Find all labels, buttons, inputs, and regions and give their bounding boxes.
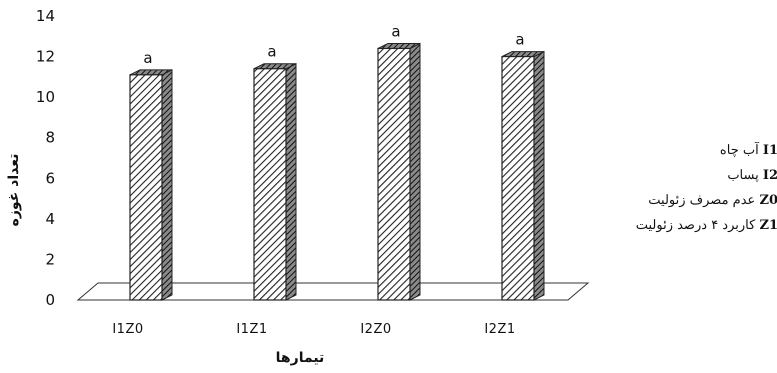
bar-side xyxy=(409,42,421,301)
y-axis-title: تعداد غوزه xyxy=(6,154,22,227)
y-tick-label: 8 xyxy=(45,129,55,147)
bar-side xyxy=(161,69,173,301)
legend-text: کاربرد ۴ درصد زئولیت xyxy=(635,218,760,233)
x-tick-label: I2Z0 xyxy=(360,322,391,337)
legend-code: I2 xyxy=(762,168,777,183)
legend-item: I1 آب چاه xyxy=(588,138,777,163)
legend-text: پساب xyxy=(727,168,763,183)
legend-text: عدم مصرف زئولیت xyxy=(648,193,760,208)
bar xyxy=(129,74,163,301)
legend: I1 آب چاه I2 پساب Z0 عدم مصرف زئولیت Z1 کار… xyxy=(588,138,777,238)
bar xyxy=(501,55,535,301)
y-tick-label: 0 xyxy=(45,291,55,309)
significance-letter: a xyxy=(391,22,400,40)
y-axis-ticks: 0 2 4 6 8 10 12 14 xyxy=(36,7,55,309)
bar xyxy=(377,47,411,301)
bars xyxy=(129,42,545,301)
x-tick-label: I1Z0 xyxy=(112,322,143,337)
legend-code: I1 xyxy=(762,143,777,158)
y-tick-label: 6 xyxy=(45,169,55,187)
y-tick-label: 2 xyxy=(45,250,55,268)
legend-item: Z0 عدم مصرف زئولیت xyxy=(588,188,777,213)
bar-side xyxy=(285,62,297,301)
legend-text: آب چاه xyxy=(719,143,763,158)
bar xyxy=(253,68,287,301)
x-axis-category-labels: I1Z0 I1Z1 I2Z0 I2Z1 xyxy=(112,322,515,337)
x-tick-label: I1Z1 xyxy=(236,322,267,337)
significance-letter: a xyxy=(143,49,152,67)
y-tick-label: 4 xyxy=(45,210,55,228)
y-tick-label: 12 xyxy=(36,48,55,66)
legend-item: Z1 کاربرد ۴ درصد زئولیت xyxy=(588,213,777,238)
x-tick-label: I2Z1 xyxy=(484,322,515,337)
significance-letter: a xyxy=(515,31,524,49)
y-tick-label: 10 xyxy=(36,88,55,106)
legend-item: I2 پساب xyxy=(588,163,777,188)
x-axis-title: تیمارها xyxy=(276,350,325,366)
y-tick-label: 14 xyxy=(36,7,55,25)
significance-labels: a a a a xyxy=(143,22,524,66)
legend-code: Z1 xyxy=(759,218,777,233)
significance-letter: a xyxy=(267,43,276,61)
bar-side xyxy=(533,50,545,301)
legend-code: Z0 xyxy=(759,193,777,208)
